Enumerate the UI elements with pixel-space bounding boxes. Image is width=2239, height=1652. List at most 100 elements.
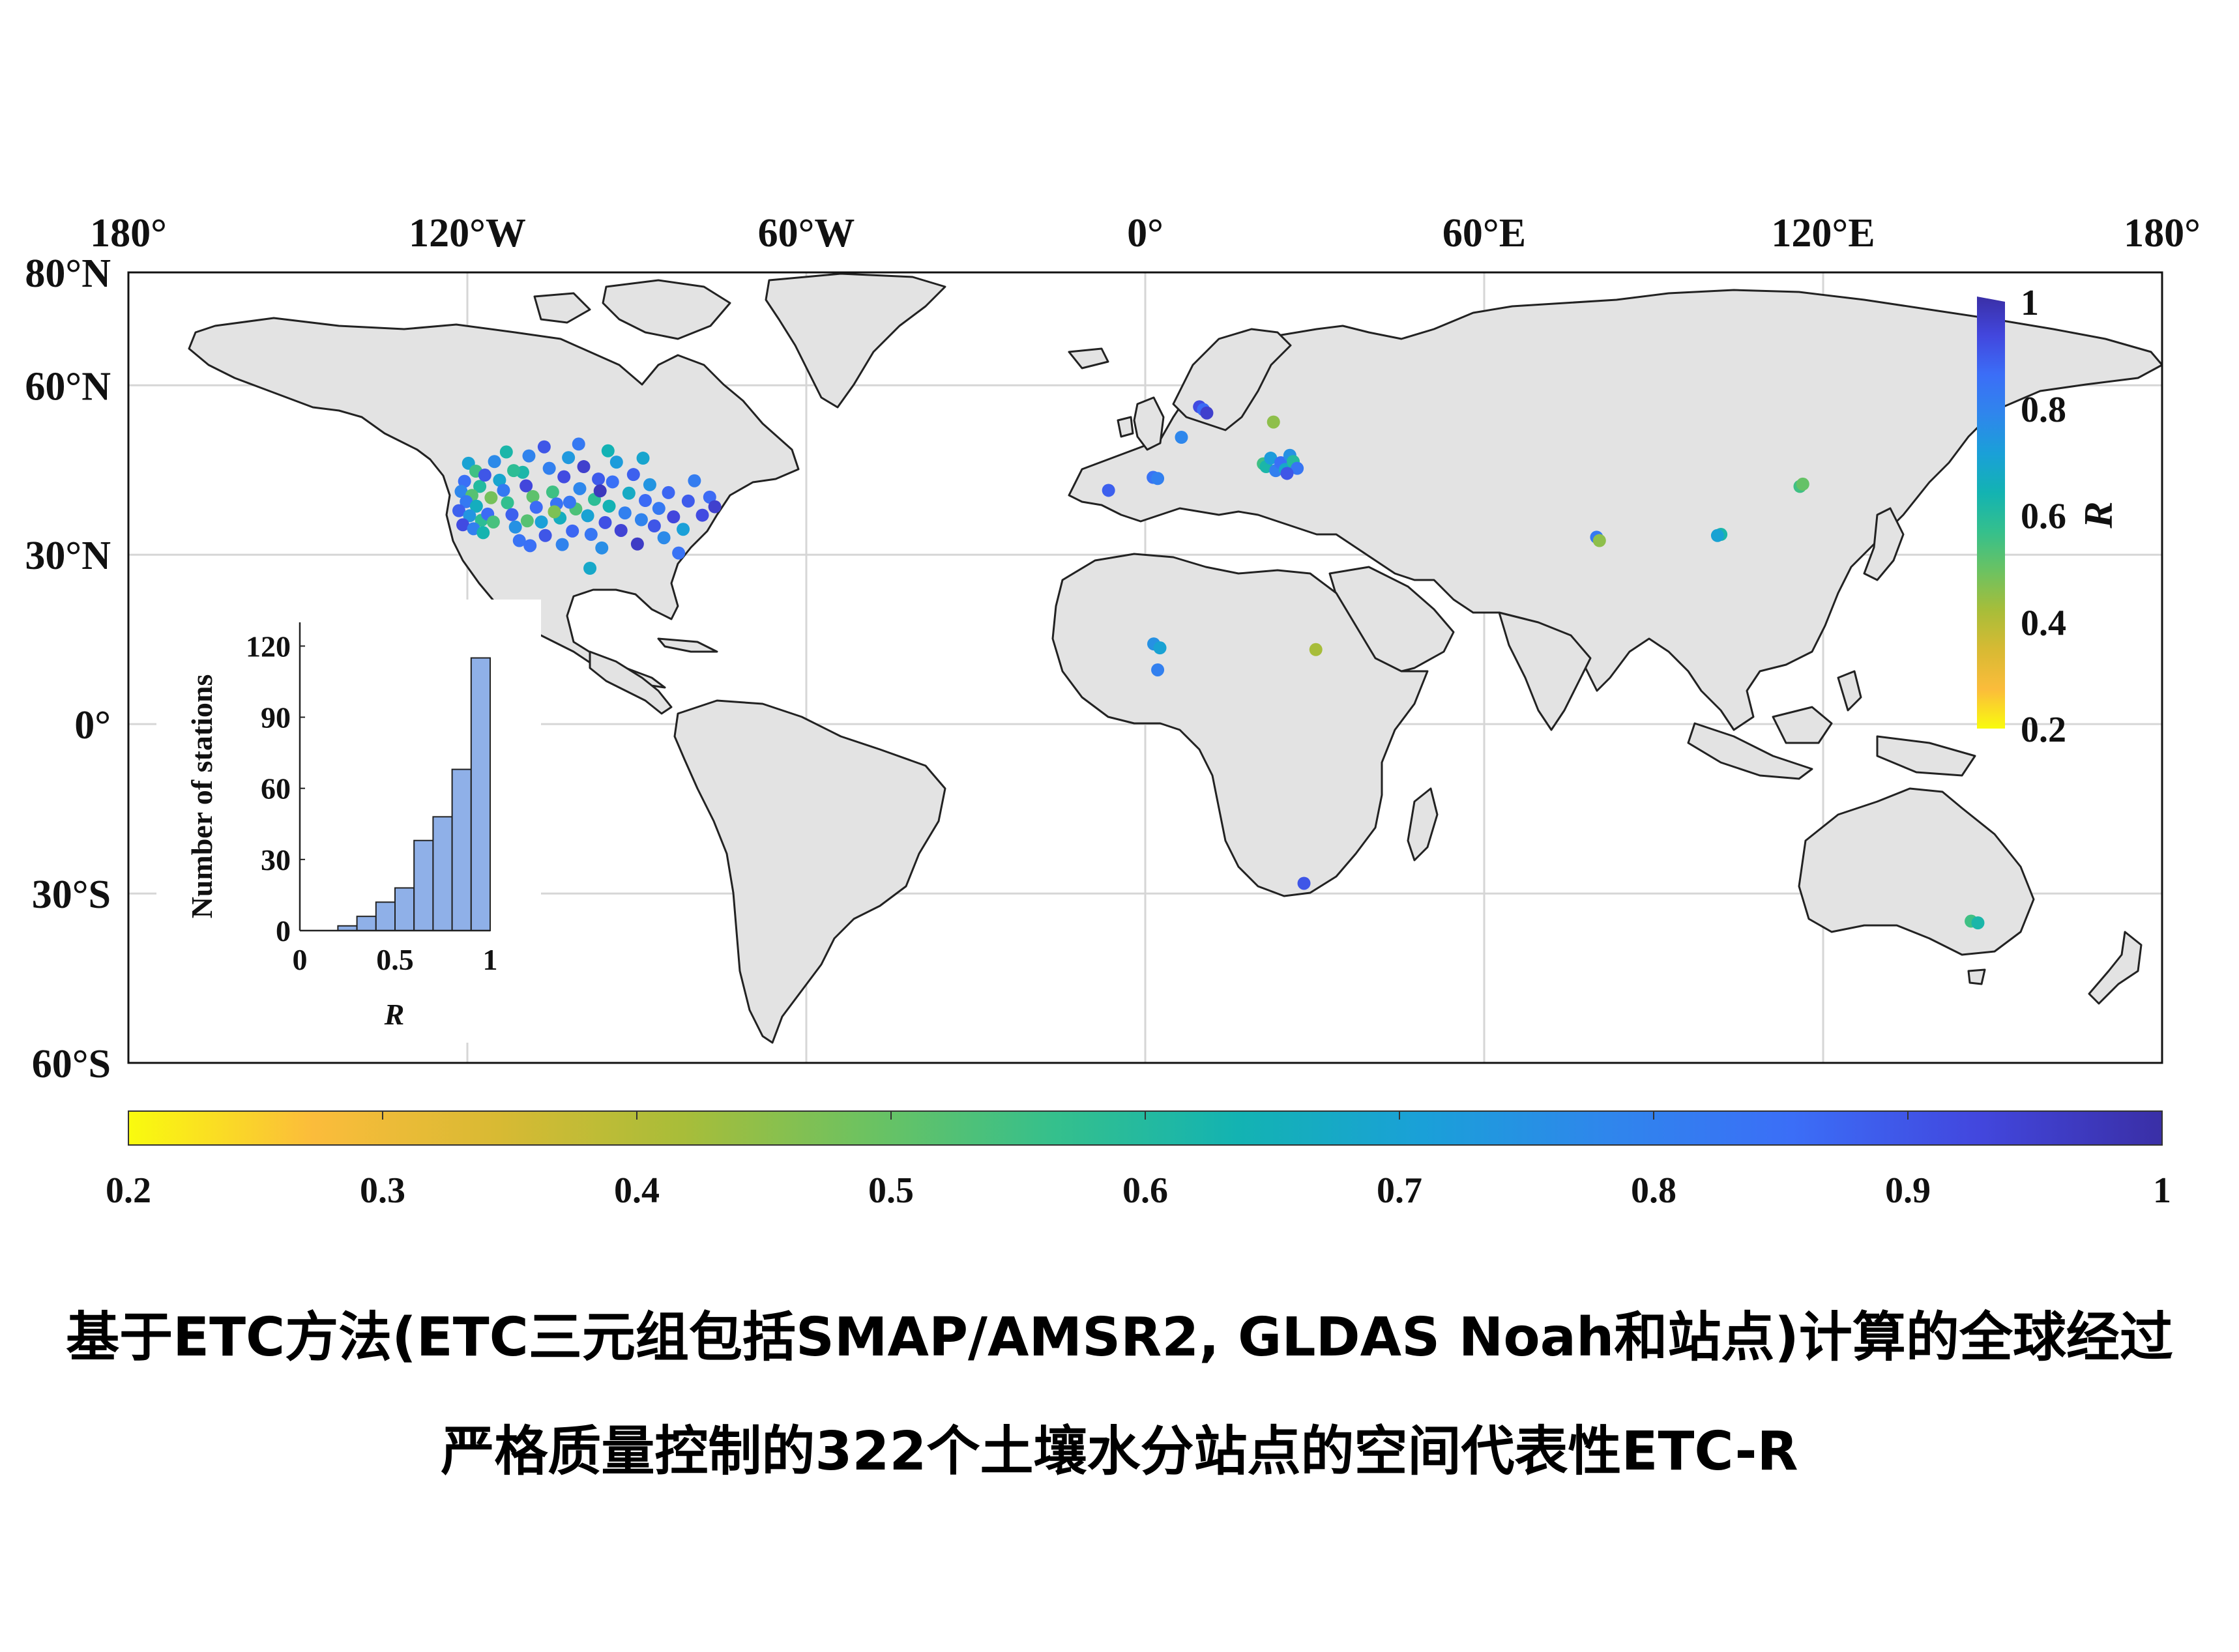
- station-marker: [1151, 472, 1165, 485]
- colorbar-tick-label: 1: [2153, 1170, 2171, 1211]
- station-marker: [583, 562, 597, 575]
- station-marker: [505, 508, 519, 521]
- land-masses: [188, 272, 2162, 1044]
- station-marker: [473, 480, 487, 493]
- station-marker: [1710, 529, 1724, 542]
- latitude-label: 30°S: [32, 873, 111, 917]
- caption-line-1: 基于ETC方法(ETC三元组包括SMAP/AMSR2, GLDAS Noah和站…: [66, 1307, 2173, 1369]
- colorbar-tick-label: 0.5: [868, 1170, 914, 1211]
- colorbar-tick-label: 0.4: [614, 1170, 660, 1211]
- colorbar-tick-label: 0.2: [106, 1170, 151, 1211]
- station-marker: [501, 496, 514, 510]
- station-marker: [657, 531, 671, 545]
- station-marker: [538, 529, 552, 542]
- station-marker: [460, 495, 473, 508]
- station-marker: [681, 494, 695, 508]
- station-marker: [1971, 916, 1985, 930]
- station-marker: [622, 486, 636, 500]
- station-marker: [534, 515, 548, 529]
- histogram-bars: [337, 657, 491, 932]
- station-marker: [573, 482, 587, 495]
- colorbar-tick-label: 0.3: [360, 1170, 405, 1211]
- india-subcontinent: [1498, 611, 1592, 731]
- histogram-x-tick-label: 0.5: [376, 943, 414, 976]
- australia: [1798, 787, 2035, 956]
- histogram-bar: [394, 887, 415, 931]
- station-marker: [1175, 430, 1188, 444]
- eurasia: [1068, 289, 2162, 731]
- longitude-label: 120°E: [1771, 211, 1875, 255]
- station-marker: [522, 449, 536, 463]
- station-marker: [672, 546, 686, 560]
- colorbar-tick-label: 1: [2021, 283, 2039, 323]
- station-marker: [546, 485, 559, 499]
- british-isles: [1133, 396, 1165, 451]
- caption-line-2: 严格质量控制的322个土壤水分站点的空间代表性ETC-R: [441, 1421, 1798, 1483]
- station-marker: [688, 474, 701, 487]
- latitude-label: 30°N: [25, 534, 111, 578]
- station-marker: [606, 475, 619, 489]
- station-marker: [708, 500, 722, 514]
- station-marker: [463, 509, 476, 523]
- station-marker: [647, 519, 661, 533]
- station-marker: [454, 485, 468, 499]
- station-marker: [507, 464, 521, 478]
- histogram-axes: 0 30 60 90 120 0 0.5 1: [246, 622, 498, 976]
- station-marker: [1264, 452, 1278, 465]
- histogram-xlabel: R: [384, 998, 405, 1031]
- station-marker: [614, 523, 628, 537]
- station-marker: [636, 452, 650, 465]
- longitude-label: 180°: [90, 211, 167, 255]
- station-marker: [1200, 406, 1214, 420]
- histogram-y-tick-label: 120: [246, 630, 291, 663]
- histogram-x-tick-label: 1: [483, 943, 498, 976]
- colorbar-tick-label: 0.7: [1377, 1170, 1422, 1211]
- station-marker: [537, 440, 551, 454]
- station-marker: [598, 515, 612, 529]
- latitude-labels: 80°N 60°N 30°N 0° 30°S 60°S: [25, 252, 111, 1086]
- station-markers: [452, 400, 1985, 930]
- station-marker: [577, 460, 591, 474]
- station-marker: [512, 534, 526, 547]
- station-marker: [1796, 477, 1809, 491]
- station-marker: [595, 541, 609, 555]
- station-marker: [486, 515, 500, 529]
- station-marker: [593, 484, 607, 498]
- station-marker: [572, 437, 585, 451]
- station-marker: [601, 444, 615, 457]
- inset-histogram: 0 30 60 90 120 0 0.5 1 Number of stations R: [156, 600, 541, 1043]
- station-marker: [458, 474, 471, 488]
- station-marker: [1291, 461, 1304, 475]
- station-marker: [456, 518, 470, 532]
- station-marker: [667, 510, 680, 524]
- station-marker: [1153, 641, 1167, 655]
- station-marker: [529, 500, 543, 514]
- map-frame: [127, 271, 2163, 1064]
- station-marker: [563, 495, 576, 509]
- station-marker: [557, 470, 571, 484]
- new-zealand: [2088, 931, 2143, 1005]
- histogram-bar: [432, 816, 453, 932]
- histogram-y-tick-label: 30: [261, 843, 291, 877]
- station-marker: [520, 479, 533, 493]
- greenland: [765, 272, 946, 409]
- station-marker: [542, 461, 556, 475]
- station-marker: [703, 490, 716, 504]
- colorbar-horizontal-ticks: 0.2 0.3 0.4 0.5 0.6 0.7 0.8 0.9 1: [106, 1111, 2171, 1211]
- station-marker: [566, 524, 579, 538]
- station-marker: [634, 513, 648, 527]
- station-marker: [662, 485, 675, 499]
- latitude-label: 60°S: [32, 1042, 111, 1086]
- colorbar-tick-label: 0.6: [1122, 1170, 1168, 1211]
- station-marker: [497, 484, 510, 497]
- station-marker: [630, 537, 644, 551]
- histogram-y-tick-label: 60: [261, 772, 291, 805]
- colorbar-tick-label: 0.9: [1885, 1170, 1931, 1211]
- histogram-x-tick-label: 0: [293, 943, 308, 976]
- station-marker: [584, 528, 598, 542]
- latitude-label: 60°N: [25, 364, 111, 409]
- station-marker: [1280, 467, 1294, 480]
- longitude-label: 60°W: [758, 211, 855, 255]
- station-marker: [499, 445, 513, 459]
- station-marker: [548, 505, 561, 519]
